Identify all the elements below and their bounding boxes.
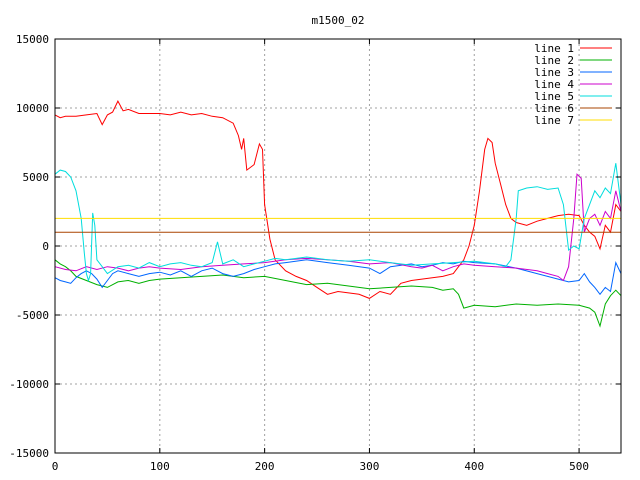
y-tick-label: -10000	[9, 378, 49, 391]
legend-label: line 2	[534, 54, 574, 67]
series-line-1	[54, 99, 622, 299]
series-line-5	[54, 163, 622, 283]
y-tick-label: 15000	[16, 33, 49, 46]
y-tick-label: 10000	[16, 102, 49, 115]
series-line-3	[54, 259, 622, 296]
legend-label: line 7	[534, 114, 574, 127]
legend-label: line 6	[534, 102, 574, 115]
x-tick-label: 100	[150, 460, 170, 473]
legend-label: line 5	[534, 90, 574, 103]
y-tick-label: 0	[42, 240, 49, 253]
x-tick-label: 200	[255, 460, 275, 473]
series-line-4	[54, 173, 622, 282]
legend-label: line 1	[534, 42, 574, 55]
x-tick-label: 400	[464, 460, 484, 473]
legend-label: line 3	[534, 66, 574, 79]
y-tick-label: 5000	[23, 171, 50, 184]
x-tick-label: 300	[360, 460, 380, 473]
x-tick-label: 0	[52, 460, 59, 473]
legend-label: line 4	[534, 78, 574, 91]
x-tick-label: 500	[569, 460, 589, 473]
series-line-2	[54, 259, 622, 328]
chart-title: m1500_02	[312, 14, 365, 27]
y-tick-label: -5000	[16, 309, 49, 322]
y-tick-label: -15000	[9, 447, 49, 460]
